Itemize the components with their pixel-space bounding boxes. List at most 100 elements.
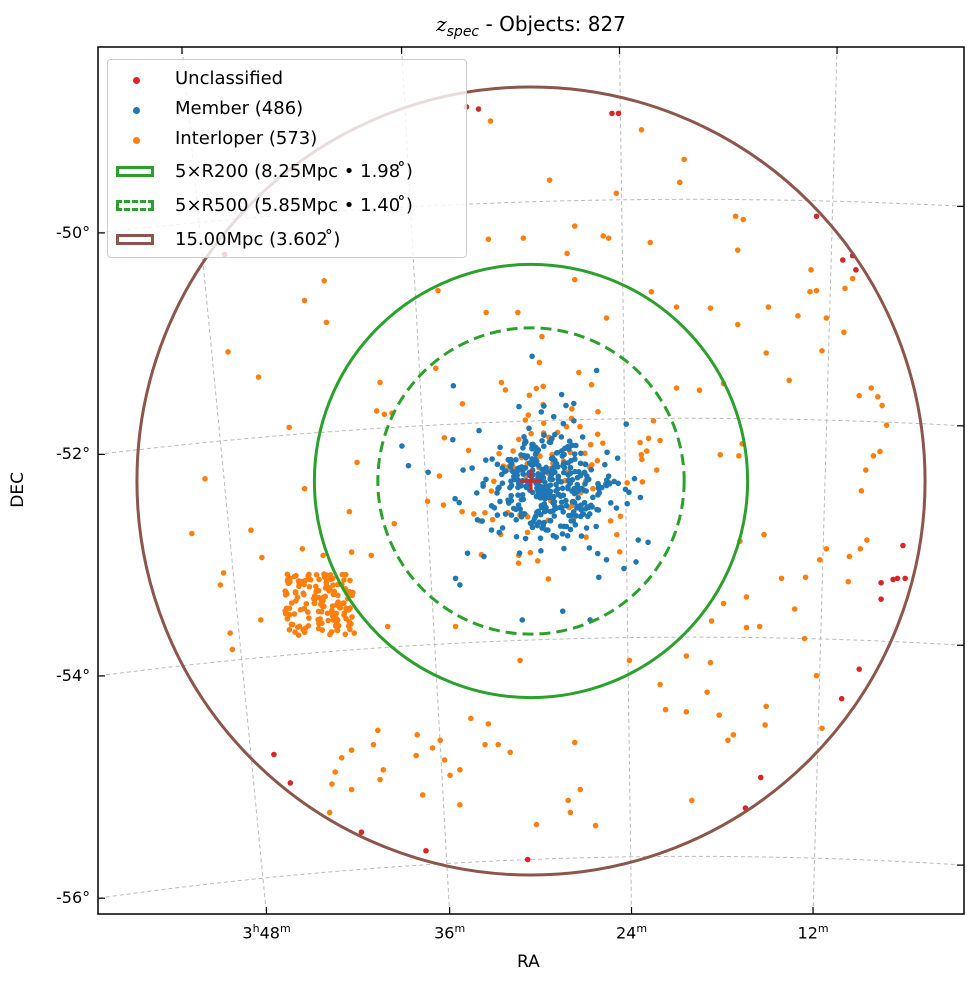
member-point	[573, 442, 579, 449]
interloper-point	[189, 530, 195, 537]
member-point	[518, 513, 525, 520]
member-point	[549, 476, 556, 483]
legend-item-member: Member (486)	[108, 94, 466, 124]
interloper-point	[673, 304, 680, 310]
interloper-point	[373, 408, 380, 414]
interloper-point	[327, 586, 333, 593]
unclassified-point	[878, 579, 884, 586]
interloper-point	[740, 216, 747, 223]
interloper-point	[337, 605, 344, 611]
interloper-point	[725, 737, 731, 744]
interloper-point	[763, 350, 770, 356]
interloper-point	[255, 374, 262, 380]
member-point	[502, 468, 509, 474]
interloper-point	[841, 329, 847, 336]
member-point	[602, 461, 608, 468]
interloper-point	[765, 304, 772, 310]
interloper-point	[645, 435, 652, 442]
member-point	[526, 425, 532, 432]
member-point	[553, 505, 559, 512]
interloper-point	[533, 385, 540, 392]
member-point	[508, 512, 515, 518]
interloper-point	[348, 747, 355, 753]
interloper-point	[522, 417, 529, 423]
member-point	[520, 496, 527, 503]
dec-grid-line	[100, 855, 962, 899]
member-point	[476, 427, 482, 434]
interloper-point	[440, 502, 447, 508]
interloper-point	[540, 383, 547, 390]
interloper-point	[533, 821, 540, 828]
interloper-point	[316, 576, 322, 583]
brown-box-icon	[116, 234, 154, 245]
member-point	[563, 502, 570, 509]
member-point	[502, 511, 509, 517]
interloper-point	[868, 385, 875, 391]
member-point	[566, 438, 573, 445]
member-point	[570, 509, 577, 515]
member-point	[582, 461, 589, 468]
interloper-point	[778, 575, 785, 582]
interloper-point	[520, 235, 527, 241]
interloper-point	[301, 485, 308, 492]
interloper-point	[441, 434, 448, 441]
member-point	[460, 467, 466, 473]
unclassified-point	[902, 575, 908, 582]
title-subscript: spec	[446, 24, 480, 40]
dec-tick-label: -52°	[56, 444, 91, 464]
interloper-point	[808, 267, 814, 273]
interloper-point	[319, 620, 325, 627]
interloper-point	[322, 585, 329, 591]
interloper-point	[617, 513, 624, 520]
tick-value: 24	[616, 923, 637, 943]
unclassified-point	[813, 213, 820, 220]
legend-item-unclassified: Unclassified	[108, 64, 466, 94]
member-point	[606, 480, 613, 487]
member-point	[480, 480, 486, 487]
interloper-point	[626, 657, 633, 664]
member-point	[589, 504, 595, 510]
interloper-point	[323, 579, 330, 586]
ra-tick-label: 24m	[616, 922, 647, 942]
member-point	[496, 529, 503, 536]
member-point	[522, 464, 529, 471]
interloper-point	[673, 385, 680, 391]
interloper-point	[857, 546, 864, 552]
interloper-point	[545, 576, 552, 582]
interloper-point	[603, 315, 610, 321]
member-point	[567, 464, 574, 471]
interloper-point	[496, 450, 502, 457]
title-variable: z	[436, 12, 447, 36]
member-point	[514, 472, 520, 479]
interloper-point	[717, 451, 724, 458]
unclassified-point	[900, 542, 906, 549]
interloper-point	[823, 315, 830, 321]
member-point	[529, 445, 535, 451]
interloper-point	[877, 448, 883, 455]
member-point	[565, 477, 572, 483]
member-point	[562, 445, 568, 452]
interloper-point	[638, 451, 645, 458]
member-point	[452, 575, 459, 582]
interloper-point	[339, 571, 346, 578]
member-point	[544, 468, 550, 475]
interloper-point	[502, 387, 509, 393]
member-point	[624, 500, 631, 507]
member-point	[567, 470, 574, 477]
member-point	[560, 462, 566, 469]
member-point	[456, 499, 462, 506]
interloper-point	[348, 549, 355, 555]
interloper-point	[858, 488, 865, 494]
legend-item-15mpc: 15.00Mpc (3.602 ̊)	[108, 225, 466, 255]
interloper-point	[435, 287, 441, 294]
interloper-point	[229, 646, 236, 653]
interloper-point	[595, 408, 601, 415]
member-point	[547, 517, 554, 524]
member-point	[579, 511, 586, 518]
interloper-point	[525, 412, 532, 418]
interloper-point	[202, 476, 208, 482]
member-point	[519, 491, 526, 498]
interloper-point	[483, 309, 489, 316]
member-point	[537, 535, 544, 542]
